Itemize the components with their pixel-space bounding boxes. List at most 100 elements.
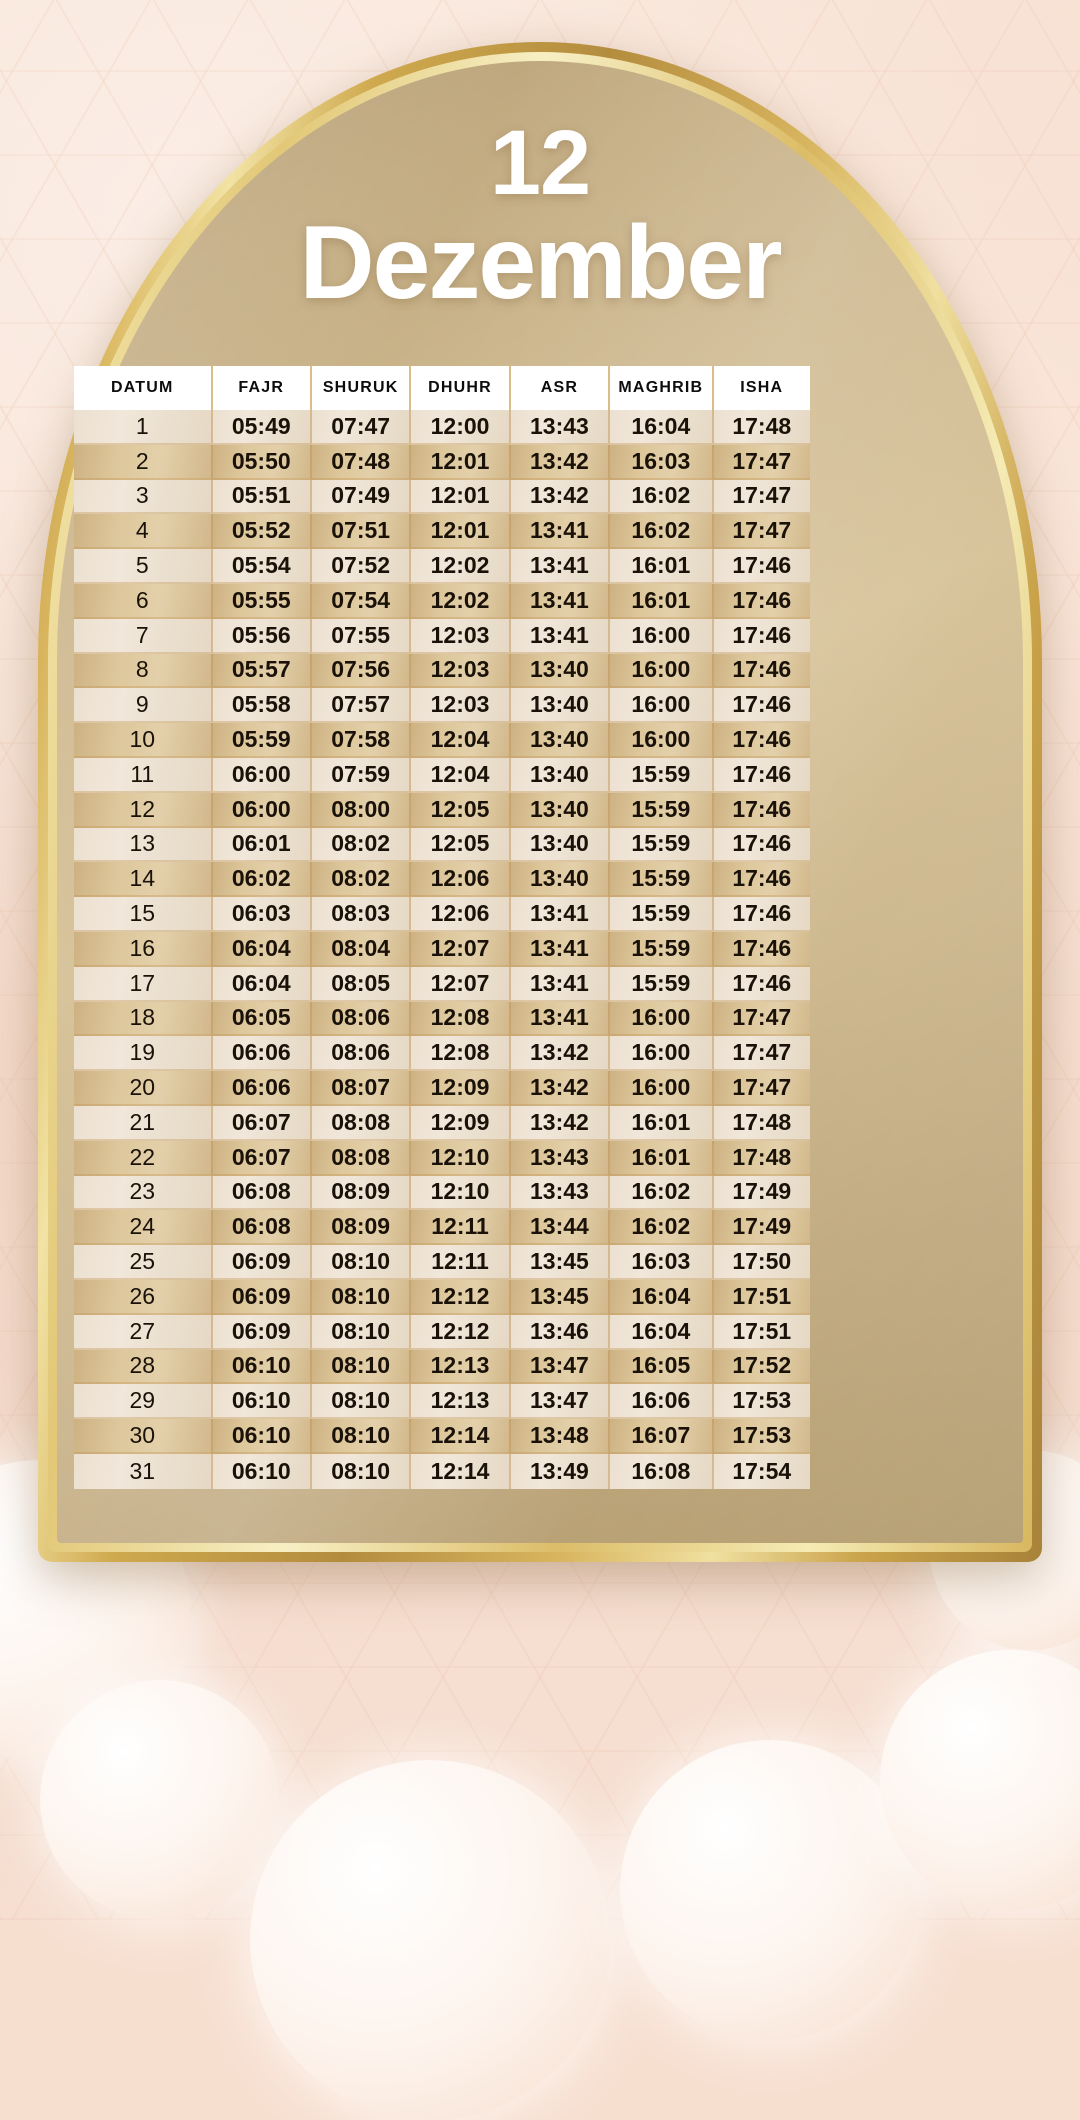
cell-datum: 27: [74, 1314, 213, 1350]
cell-fajr: 06:00: [212, 792, 312, 828]
cell-shuruk: 07:58: [311, 723, 412, 758]
column-header-fajr: FAJR: [212, 366, 312, 410]
cell-dhuhr: 12:07: [411, 931, 511, 967]
table-row: 25 06:09 08:10 12:11 13:45 16:03 17:50: [74, 1245, 810, 1280]
table-row: 6 05:55 07:54 12:02 13:41 16:01 17:46: [74, 583, 810, 619]
cell-shuruk: 07:57: [311, 688, 412, 724]
cell-dhuhr: 12:01: [411, 514, 511, 550]
cell-fajr: 06:10: [212, 1453, 312, 1489]
cell-fajr: 05:57: [212, 653, 312, 689]
column-header-shuruk: SHURUK: [311, 366, 412, 410]
cell-datum: 3: [74, 479, 213, 515]
cell-maghrib: 15:59: [610, 966, 714, 1002]
cell-shuruk: 08:10: [311, 1419, 412, 1454]
header-row: DATUM FAJR SHURUK DHUHR ASR MAGHRIB ISHA: [74, 366, 810, 410]
cell-shuruk: 08:06: [311, 1001, 412, 1037]
cell-asr: 13:40: [510, 688, 611, 724]
cell-datum: 9: [74, 688, 213, 724]
table-row: 30 06:10 08:10 12:14 13:48 16:07 17:53: [74, 1419, 810, 1454]
table-row: 3 05:51 07:49 12:01 13:42 16:02 17:47: [74, 479, 810, 515]
cell-datum: 8: [74, 653, 213, 689]
cell-isha: 17:46: [713, 618, 810, 654]
cell-datum: 5: [74, 549, 213, 584]
cell-asr: 13:40: [510, 653, 611, 689]
prayer-times-table: DATUM FAJR SHURUK DHUHR ASR MAGHRIB ISHA 1 05:4…: [74, 366, 810, 1489]
table-row: 29 06:10 08:10 12:13 13:47 16:06 17:53: [74, 1384, 810, 1420]
cell-isha: 17:47: [713, 1036, 810, 1072]
cell-fajr: 06:03: [212, 897, 312, 932]
column-header-dhuhr: DHUHR: [411, 366, 511, 410]
cell-shuruk: 08:10: [311, 1314, 412, 1350]
cell-dhuhr: 12:03: [411, 618, 511, 654]
cell-fajr: 05:55: [212, 583, 312, 619]
cell-isha: 17:46: [713, 688, 810, 724]
cell-fajr: 06:05: [212, 1001, 312, 1037]
cell-fajr: 05:52: [212, 514, 312, 550]
cell-dhuhr: 12:11: [411, 1210, 511, 1246]
cell-dhuhr: 12:05: [411, 792, 511, 828]
cell-maghrib: 16:01: [610, 549, 714, 584]
cell-fajr: 06:04: [212, 931, 312, 967]
cell-maghrib: 16:02: [610, 514, 714, 550]
cell-isha: 17:47: [713, 1001, 810, 1037]
cell-dhuhr: 12:01: [411, 444, 511, 480]
cell-isha: 17:46: [713, 862, 810, 898]
cell-datum: 21: [74, 1105, 213, 1141]
cell-isha: 17:48: [713, 1105, 810, 1141]
cell-datum: 11: [74, 757, 213, 793]
cell-shuruk: 08:03: [311, 897, 412, 932]
cell-isha: 17:46: [713, 757, 810, 793]
decorative-blob: [250, 1760, 610, 2120]
cell-isha: 17:52: [713, 1349, 810, 1385]
cell-datum: 6: [74, 583, 213, 619]
cell-datum: 15: [74, 897, 213, 932]
cell-asr: 13:43: [510, 1140, 611, 1176]
table-body: 1 05:49 07:47 12:00 13:43 16:04 17:48 2 05:50 07:…: [74, 410, 810, 1489]
cell-datum: 14: [74, 862, 213, 898]
table-row: 12 06:00 08:00 12:05 13:40 15:59 17:46: [74, 792, 810, 828]
cell-datum: 2: [74, 444, 213, 480]
cell-isha: 17:50: [713, 1245, 810, 1280]
cell-asr: 13:42: [510, 1071, 611, 1106]
cell-maghrib: 16:00: [610, 653, 714, 689]
cell-asr: 13:41: [510, 1001, 611, 1037]
cell-fajr: 05:50: [212, 444, 312, 480]
cell-maghrib: 15:59: [610, 931, 714, 967]
cell-maghrib: 16:02: [610, 479, 714, 515]
cell-maghrib: 16:05: [610, 1349, 714, 1385]
cell-datum: 29: [74, 1384, 213, 1420]
cell-datum: 13: [74, 827, 213, 863]
cell-fajr: 06:07: [212, 1105, 312, 1141]
cell-maghrib: 16:01: [610, 1105, 714, 1141]
cell-isha: 17:46: [713, 966, 810, 1002]
cell-asr: 13:40: [510, 862, 611, 898]
cell-fajr: 05:49: [212, 410, 312, 445]
cell-fajr: 06:09: [212, 1279, 312, 1315]
cell-maghrib: 15:59: [610, 757, 714, 793]
cell-dhuhr: 12:05: [411, 827, 511, 863]
cell-datum: 12: [74, 792, 213, 828]
cell-isha: 17:53: [713, 1419, 810, 1454]
cell-shuruk: 08:09: [311, 1175, 412, 1211]
cell-datum: 28: [74, 1349, 213, 1385]
cell-maghrib: 15:59: [610, 897, 714, 932]
cell-shuruk: 08:07: [311, 1071, 412, 1106]
cell-shuruk: 08:06: [311, 1036, 412, 1072]
column-header-maghrib: MAGHRIB: [610, 366, 714, 410]
cell-shuruk: 07:54: [311, 583, 412, 619]
cell-datum: 22: [74, 1140, 213, 1176]
table-row: 20 06:06 08:07 12:09 13:42 16:00 17:47: [74, 1071, 810, 1106]
cell-maghrib: 16:04: [610, 410, 714, 445]
cell-shuruk: 08:02: [311, 827, 412, 863]
cell-fajr: 06:08: [212, 1175, 312, 1211]
cell-fajr: 06:09: [212, 1314, 312, 1350]
cell-fajr: 06:10: [212, 1419, 312, 1454]
cell-shuruk: 08:00: [311, 792, 412, 828]
cell-shuruk: 08:10: [311, 1384, 412, 1420]
cell-asr: 13:42: [510, 479, 611, 515]
cell-fajr: 05:58: [212, 688, 312, 724]
cell-asr: 13:40: [510, 827, 611, 863]
cell-isha: 17:46: [713, 549, 810, 584]
cell-shuruk: 08:10: [311, 1245, 412, 1280]
cell-dhuhr: 12:03: [411, 653, 511, 689]
